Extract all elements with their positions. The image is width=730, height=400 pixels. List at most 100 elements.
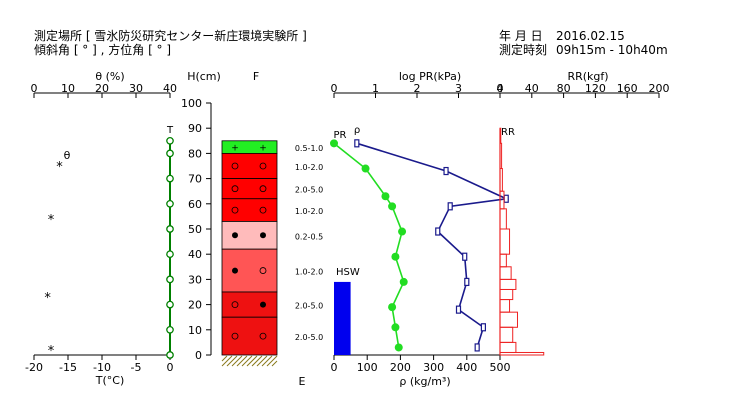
pr-marker-label: PR <box>334 130 347 141</box>
grain-symbol-open <box>231 301 239 309</box>
grain-symbol-solid <box>232 232 238 239</box>
grain-size-label: 1.0-2.0 <box>295 207 323 216</box>
theta-tick-label: 30 <box>129 82 143 95</box>
grain-size-label: 0.5-1.0 <box>295 144 323 153</box>
temperature-point <box>166 300 174 309</box>
temperature-point <box>166 225 174 233</box>
rr-step <box>499 253 507 268</box>
snow-layer <box>221 152 278 179</box>
pr-point <box>464 277 470 287</box>
grain-symbol-open <box>231 185 239 193</box>
t-tick-label: -15 <box>59 361 77 374</box>
density-point <box>391 323 400 332</box>
density-axis-title: ρ (kg/m³) <box>399 375 450 388</box>
date-value: 2016.02.15 <box>556 29 625 43</box>
rr-step <box>499 127 502 144</box>
density-point <box>381 192 390 201</box>
grain-symbol-solid <box>260 301 266 308</box>
ground-hatch <box>256 355 268 367</box>
grain-symbol-open <box>231 332 239 340</box>
grain-symbol: + <box>259 144 267 154</box>
temperature-point <box>166 325 174 334</box>
grain-symbol: + <box>231 144 239 154</box>
pr-point <box>503 194 509 203</box>
layers-top-label: F <box>253 70 259 83</box>
temperature-point <box>166 250 174 259</box>
rr-step <box>499 168 503 192</box>
pr-tick-label: 1 <box>372 82 379 95</box>
pr-tick-label: 4 <box>497 82 504 95</box>
rr-tick-label: 80 <box>557 82 571 95</box>
hsw-label: HSW <box>336 267 360 278</box>
height-tick-label: 0 <box>195 349 202 362</box>
density-tick-label: 100 <box>357 361 378 374</box>
slope-label: 傾斜角 [ ° ] , 方位角 [ ° ] <box>34 43 172 57</box>
temperature-point <box>166 149 174 158</box>
ground-hatch <box>251 355 263 367</box>
layers-bottom-label: E <box>299 375 306 388</box>
grain-size-label: 1.0-2.0 <box>295 268 323 277</box>
snow-layer <box>221 178 278 200</box>
ground-hatch <box>221 355 228 362</box>
pr-point <box>474 343 480 352</box>
theta-tick-label: 10 <box>61 82 75 95</box>
pr-tick-label: 3 <box>455 82 462 95</box>
theta-point: * <box>56 160 63 175</box>
t-axis-title: T(°C) <box>95 374 124 387</box>
pr-tick-label: 2 <box>414 82 421 95</box>
height-tick-label: 90 <box>188 122 202 135</box>
density-point <box>388 303 397 312</box>
height-tick-label: 20 <box>188 299 202 312</box>
density-point <box>391 252 400 261</box>
density-tick-label: 300 <box>423 361 444 374</box>
rr-marker-label: RR <box>501 127 515 138</box>
time-value: 09h15m - 10h40m <box>556 43 668 57</box>
ground-hatch <box>221 355 233 367</box>
height-tick-label: 40 <box>188 248 202 261</box>
grain-symbol-open <box>231 206 239 214</box>
theta-point: * <box>44 291 51 306</box>
theta-axis-title: θ (%) <box>95 70 124 83</box>
t-tick-label: -5 <box>131 361 142 374</box>
rr-tick-label: 160 <box>617 82 638 95</box>
density-tick-label: 0 <box>331 361 338 374</box>
grain-size-label: 2.0-5.0 <box>295 333 323 342</box>
density-tick-label: 500 <box>490 361 511 374</box>
ground-hatch <box>241 355 253 367</box>
temperature-point <box>166 136 174 145</box>
rr-tick-label: 0 <box>497 82 504 95</box>
density-marker-label: ρ <box>354 125 360 136</box>
snow-layer <box>221 291 278 318</box>
grain-symbol-open <box>259 206 267 214</box>
pr-point <box>462 252 468 261</box>
density-point <box>394 343 403 352</box>
ground-hatch <box>236 355 248 367</box>
ground-hatch <box>266 355 278 367</box>
rr-step <box>499 341 517 353</box>
rr-axis-title: RR(kgf) <box>567 70 608 83</box>
temperature-point <box>166 199 174 208</box>
snow-layer <box>221 221 278 250</box>
t-tick-label: -20 <box>25 361 43 374</box>
theta-tick-label: 20 <box>95 82 109 95</box>
pr-tick-label: 0 <box>331 82 338 95</box>
rr-tick-label: 120 <box>585 82 606 95</box>
site-label: 測定場所 [ 雪氷防災研究センター新庄環境実験所 ] <box>34 29 307 43</box>
pr-point <box>455 305 462 314</box>
grain-symbol-solid <box>232 267 238 274</box>
theta-point: * <box>48 344 55 359</box>
theta-marker-label: θ <box>64 149 71 162</box>
surface-temp-marker: T <box>166 125 174 136</box>
density-point <box>399 277 408 286</box>
ground-hatch <box>271 360 278 367</box>
density-point <box>398 227 407 236</box>
t-tick-label: 0 <box>167 361 174 374</box>
pr-axis-title: log PR(kPa) <box>399 70 461 83</box>
height-tick-label: 30 <box>188 273 202 286</box>
rr-step <box>499 208 507 230</box>
rr-step <box>499 311 518 328</box>
density-line <box>333 142 405 348</box>
grain-size-label: 0.2-0.5 <box>295 232 323 241</box>
grain-size-label: 1.0-2.0 <box>295 163 323 172</box>
theta-tick-label: 40 <box>163 82 177 95</box>
